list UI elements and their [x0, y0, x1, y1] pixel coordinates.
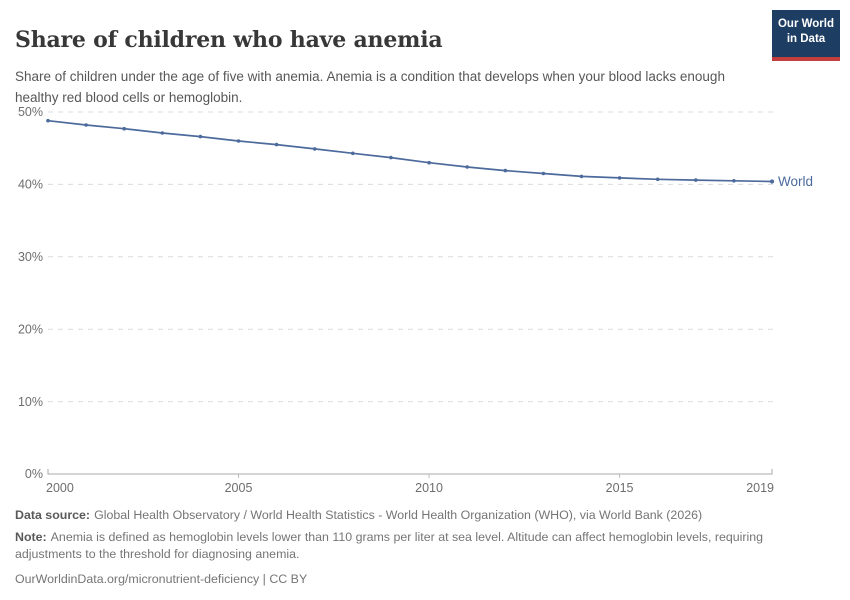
series-line-world[interactable]: [47, 119, 773, 183]
data-point-2017[interactable]: [694, 178, 698, 182]
data-point-2019[interactable]: [769, 179, 775, 184]
owid-logo-line2: in Data: [786, 32, 826, 45]
data-point-2005[interactable]: [236, 139, 241, 143]
data-point-2011[interactable]: [465, 165, 470, 169]
data-point-2016[interactable]: [655, 177, 660, 182]
data-point-2003[interactable]: [160, 131, 165, 135]
citation-link[interactable]: OurWorldinData.org/micronutrient-deficie…: [15, 571, 308, 586]
note-label: Note:: [15, 529, 47, 544]
data-point-2000[interactable]: [46, 118, 50, 123]
data-point-2009[interactable]: [389, 155, 393, 160]
page-title: Share of children who have anemia: [15, 26, 443, 53]
y-tick-label-50: 50%: [18, 105, 43, 119]
x-tick-label-2019: 2019: [746, 481, 774, 495]
series-end-label-world: World: [778, 174, 813, 189]
data-point-2006[interactable]: [274, 142, 279, 147]
data-point-2013[interactable]: [541, 171, 546, 176]
data-point-2002[interactable]: [122, 126, 126, 131]
y-tick-label-40: 40%: [18, 178, 43, 192]
data-point-2010[interactable]: [427, 160, 431, 165]
x-axis-line: [47, 469, 773, 475]
chart-footer: Data source: Global Health Observatory / …: [15, 507, 835, 588]
y-tick-label-30: 30%: [18, 250, 43, 264]
owid-logo[interactable]: Our World in Data: [772, 10, 840, 61]
data-point-2018[interactable]: [732, 179, 736, 183]
y-tick-label-20: 20%: [18, 322, 43, 336]
owid-logo-line1: Our World: [777, 18, 834, 30]
data-point-2007[interactable]: [312, 147, 317, 151]
x-tick-label-2000: 2000: [46, 481, 74, 495]
data-point-2014[interactable]: [579, 174, 584, 179]
x-tick-label-2010: 2010: [415, 481, 443, 495]
data-point-2008[interactable]: [351, 151, 355, 156]
x-tick-label-2005: 2005: [225, 481, 253, 495]
data-point-2004[interactable]: [198, 134, 203, 139]
chart-subtitle: Share of children under the age of five …: [15, 68, 725, 106]
y-tick-label-0: 0%: [25, 467, 43, 481]
line-chart[interactable]: 0% 10% 20% 30% 40% 50% 2000 2005 2010 2015 2019 Wor…: [0, 0, 850, 505]
note-line: Note: Anemia is defined as hemoglobin lev…: [15, 529, 830, 564]
data-point-2015[interactable]: [617, 176, 622, 180]
x-tick-label-2015: 2015: [606, 481, 634, 495]
data-point-2012[interactable]: [503, 168, 508, 173]
y-tick-label-10: 10%: [18, 395, 43, 409]
data-point-2001[interactable]: [84, 123, 88, 127]
data-source-label: Data source:: [15, 508, 91, 522]
data-source-text: Global Health Observatory / World Health…: [94, 508, 703, 522]
note-text: Anemia is defined as hemoglobin levels l…: [15, 529, 764, 562]
data-source-line: Data source: Global Health Observatory / …: [15, 507, 835, 525]
